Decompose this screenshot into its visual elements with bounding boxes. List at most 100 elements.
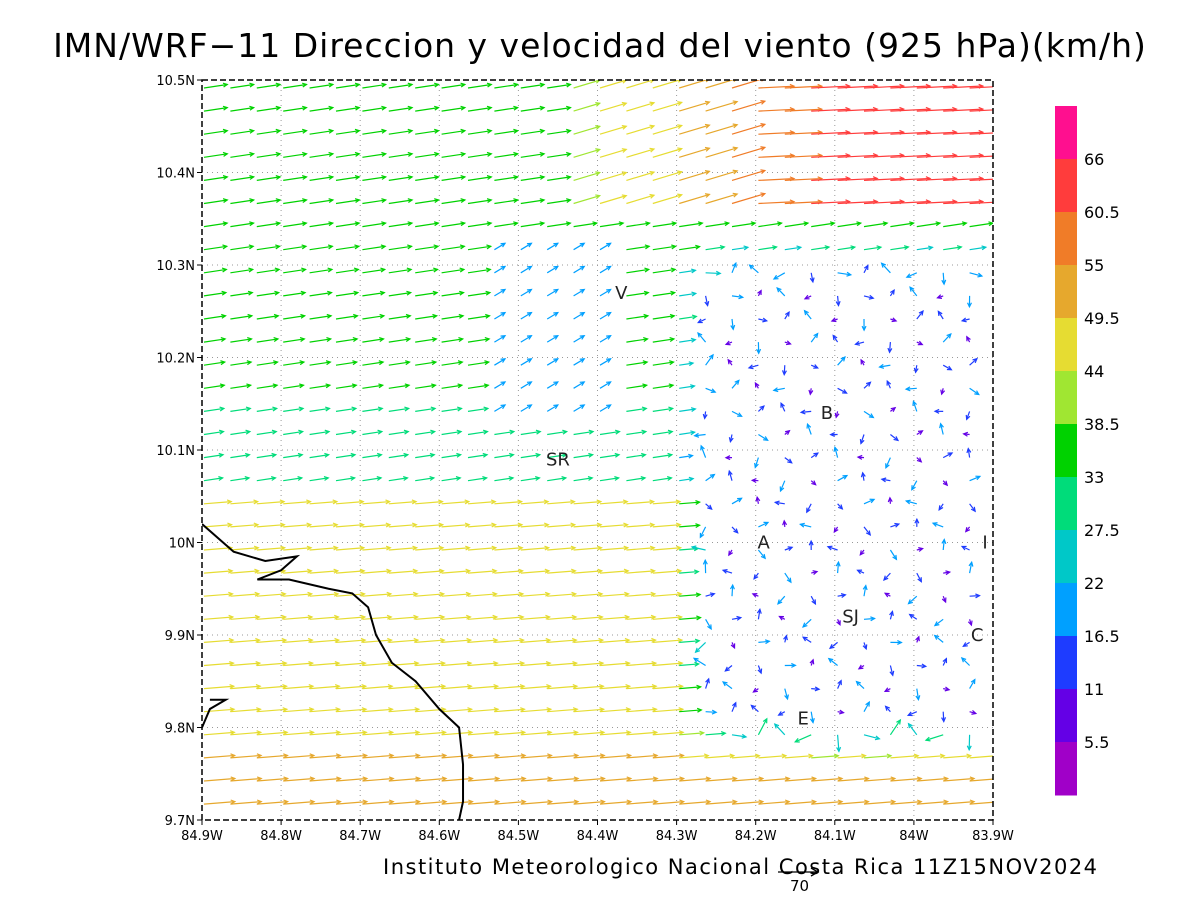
wind-vector <box>626 406 648 412</box>
wind-vector <box>520 522 550 528</box>
wind-vector <box>757 717 768 736</box>
wind-vector <box>467 637 499 643</box>
wind-vector <box>547 730 579 736</box>
wind-vector <box>494 452 515 459</box>
wind-vector <box>652 614 684 620</box>
wind-vector <box>863 294 875 300</box>
wind-vector <box>441 568 472 574</box>
wind-vector <box>203 105 229 112</box>
wind-vector <box>203 591 234 597</box>
wind-vector <box>546 265 560 274</box>
wind-vector <box>362 313 386 320</box>
wind-vector <box>283 244 308 251</box>
wind-vector <box>256 753 289 759</box>
wind-vector <box>230 568 260 574</box>
wind-vector <box>758 433 769 441</box>
wind-vector <box>936 294 944 299</box>
wind-vector <box>943 570 952 576</box>
wind-vector <box>626 170 656 181</box>
wind-vector <box>309 614 340 620</box>
wind-vector <box>309 337 333 343</box>
wind-vector <box>697 318 706 324</box>
wind-vector <box>748 264 759 274</box>
wind-vector <box>937 310 944 320</box>
wind-vector <box>652 267 677 274</box>
colorbar-segment <box>1055 477 1077 531</box>
wind-vector <box>826 545 838 551</box>
wind-vector <box>309 221 335 228</box>
wind-vector <box>494 522 524 528</box>
wind-vector <box>756 342 762 355</box>
wind-vector <box>754 457 759 469</box>
wind-vector <box>724 665 733 672</box>
wind-vector <box>283 799 316 805</box>
wind-vector <box>546 335 560 343</box>
wind-vector <box>256 522 286 528</box>
wind-vector <box>335 452 357 459</box>
wind-vector <box>520 707 553 713</box>
wind-vector <box>890 317 898 323</box>
wind-vector <box>441 406 463 412</box>
colorbar-label: 49.5 <box>1084 309 1120 328</box>
wind-vector <box>309 499 339 505</box>
wind-vector <box>309 684 341 690</box>
wind-vector <box>467 799 501 805</box>
wind-vector <box>546 358 560 366</box>
wind-vector <box>283 591 314 597</box>
wind-vector <box>731 123 767 135</box>
wind-vector <box>520 311 533 320</box>
wind-vector <box>679 146 711 158</box>
wind-vector <box>772 387 785 393</box>
wind-vector <box>203 360 227 366</box>
wind-vector <box>467 499 497 505</box>
wind-vector <box>547 614 578 620</box>
wind-vector <box>679 753 710 759</box>
wind-vector <box>969 710 978 715</box>
wind-vector <box>573 707 606 713</box>
wind-vector <box>916 457 923 463</box>
wind-vector <box>694 641 707 654</box>
wind-vector <box>203 799 237 805</box>
wind-vector <box>679 314 698 320</box>
wind-vector <box>599 101 628 112</box>
wind-vector <box>203 730 236 736</box>
wind-vector <box>887 496 893 504</box>
wind-vector <box>230 614 261 620</box>
wind-vector <box>679 337 697 343</box>
wind-vector <box>203 383 226 389</box>
x-tick-label: 84.8W <box>260 829 302 844</box>
wind-vector <box>679 476 695 482</box>
wind-vector <box>626 684 658 690</box>
wind-vector <box>388 545 419 551</box>
wind-vector <box>835 560 841 574</box>
wind-vector <box>916 572 922 583</box>
wind-vector <box>863 264 869 274</box>
colorbar-segment <box>1055 159 1077 213</box>
wind-vector <box>283 614 314 620</box>
wind-vector <box>626 591 657 597</box>
wind-vector <box>441 313 465 320</box>
wind-vector <box>230 684 262 690</box>
wind-vector <box>283 198 308 205</box>
wind-vector <box>256 105 282 112</box>
wind-vector <box>547 174 572 181</box>
wind-vector <box>863 734 881 741</box>
wind-vector <box>415 105 440 112</box>
wind-vector <box>362 499 392 505</box>
wind-vector <box>283 337 306 343</box>
wind-vector <box>520 545 551 551</box>
wind-vector <box>309 82 335 89</box>
wind-vector <box>626 499 656 505</box>
wind-vector <box>494 776 527 782</box>
wind-vector <box>335 545 366 551</box>
wind-vector <box>388 313 412 320</box>
wind-vector <box>203 174 229 181</box>
wind-vector <box>494 660 526 667</box>
wind-vector <box>652 707 685 713</box>
wind-vector <box>415 499 444 505</box>
wind-vector <box>362 174 388 181</box>
wind-vector <box>467 568 498 574</box>
wind-vector <box>388 128 414 135</box>
wind-vector <box>837 221 863 228</box>
wind-vector <box>230 360 253 366</box>
